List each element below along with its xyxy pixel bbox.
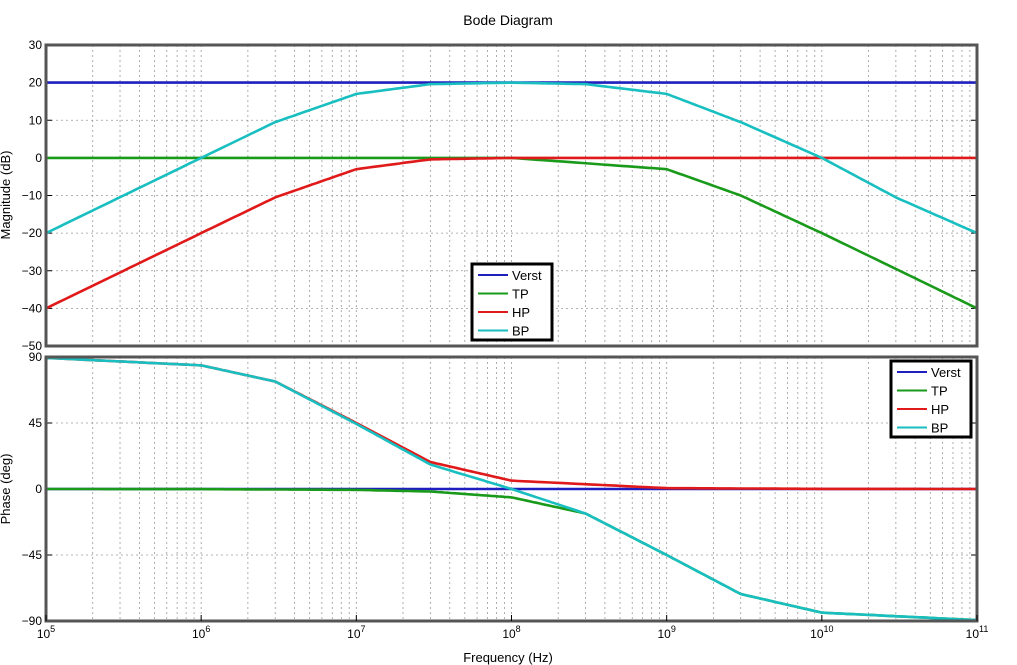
y-tick-label: −45: [22, 548, 43, 562]
y-tick-label: 10: [29, 113, 43, 127]
x-tick-label: 105: [37, 624, 55, 641]
legend-box: [470, 262, 554, 342]
legend-entry-verst: Verst: [512, 268, 542, 283]
y-tick-label: −20: [22, 226, 43, 240]
series-line-bp: [45, 81, 978, 235]
x-tick-label: 109: [657, 624, 675, 641]
legend-entry-tp: TP: [512, 287, 529, 302]
y-tick-label: 90: [29, 350, 43, 364]
y-tick-label: 0: [35, 482, 42, 496]
series-lines: [45, 356, 978, 622]
x-tick-label: 108: [502, 624, 520, 641]
x-tick-labels: 105 106 107 108 109 1010 1011: [37, 615, 989, 641]
y-tick-label: −40: [22, 301, 43, 315]
legend-entry-hp: HP: [512, 305, 530, 320]
legend: Verst TP HP BP: [889, 359, 973, 439]
series-lines: [45, 81, 978, 310]
y-tick-labels: −90 −45 0 45 90: [22, 350, 977, 628]
y-tick-label: 45: [29, 416, 43, 430]
legend-entry-bp: BP: [931, 421, 948, 436]
legend-entry-tp: TP: [931, 384, 948, 399]
y-tick-label: −90: [22, 614, 43, 628]
phase-axis-label: Phase (deg): [0, 454, 13, 525]
legend-entry-hp: HP: [931, 402, 949, 417]
y-tick-label: 30: [29, 38, 43, 52]
legend-box: [889, 359, 973, 439]
y-tick-label: −50: [22, 339, 43, 353]
y-tick-labels: −50 −40 −30 −20 −10 0 10 20 30: [22, 38, 977, 353]
series-line-bp: [45, 356, 978, 622]
series-line-hp: [45, 156, 977, 310]
y-tick-label: 20: [29, 76, 43, 90]
legend-entry-bp: BP: [512, 324, 529, 339]
plot-frame: [44, 43, 979, 348]
x-tick-label: 1010: [810, 624, 833, 641]
phase-panel: −90 −45 0 45 90 105 106 107 108 109 1010 1011 Verst T…: [22, 350, 989, 641]
magnitude-axis-label: Magnitude (dB): [0, 151, 13, 240]
magnitude-panel: −50 −40 −30 −20 −10 0 10 20 30 Verst TP HP BP: [22, 38, 979, 353]
y-tick-label: 0: [35, 151, 42, 165]
legend: Verst TP HP BP: [470, 262, 554, 342]
x-tick-label: 106: [192, 624, 210, 641]
legend-entry-verst: Verst: [931, 365, 961, 380]
y-tick-label: −30: [22, 264, 43, 278]
y-tick-label: −10: [22, 189, 43, 203]
x-tick-label: 1011: [966, 624, 989, 641]
series-line-tp: [46, 156, 978, 310]
x-tick-label: 107: [347, 624, 365, 641]
frequency-axis-label: Frequency (Hz): [463, 650, 553, 665]
chart-title: Bode Diagram: [463, 12, 553, 28]
